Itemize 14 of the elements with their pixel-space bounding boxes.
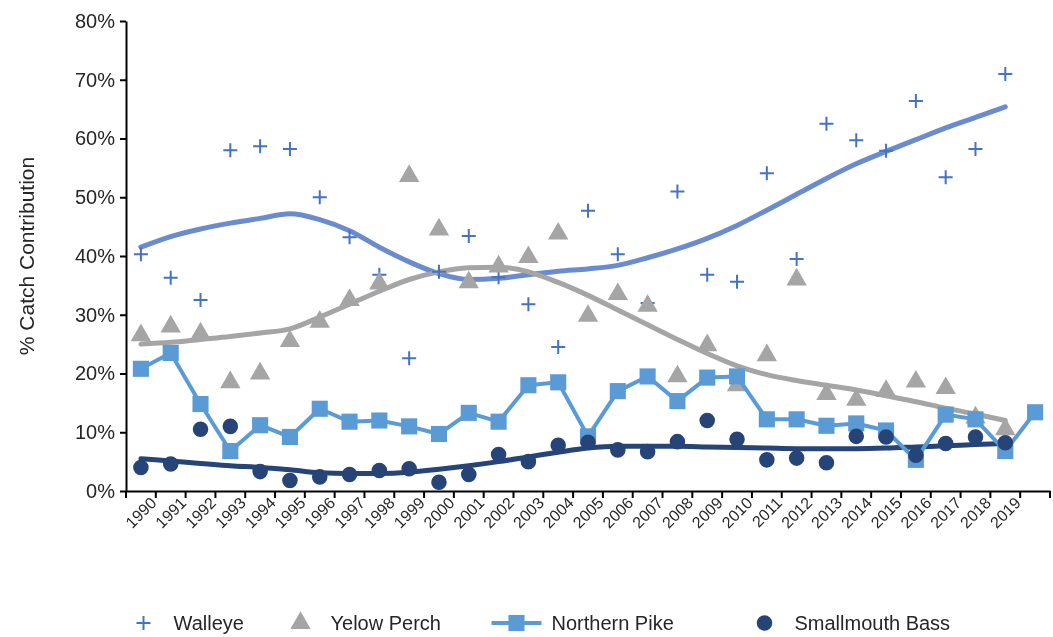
y-tick-label: 60%	[74, 127, 116, 150]
legend-label: Northern Pike	[551, 612, 674, 634]
y-tick-label: 0%	[86, 479, 116, 502]
y-tick-label: 70%	[74, 68, 116, 91]
y-tick-label: 10%	[74, 421, 116, 444]
y-tick-label: 20%	[74, 362, 116, 385]
y-tick-label: 30%	[74, 303, 116, 326]
legend-label: Yelow Perch	[330, 612, 441, 634]
legend-label: Smallmouth Bass	[794, 612, 951, 634]
y-tick-label: 40%	[74, 244, 116, 267]
y-tick-label: 50%	[74, 186, 116, 209]
legend-label: Walleye	[173, 612, 244, 634]
y-tick-label: 80%	[74, 9, 116, 32]
y-axis-title: % Catch Contribution	[15, 156, 38, 356]
